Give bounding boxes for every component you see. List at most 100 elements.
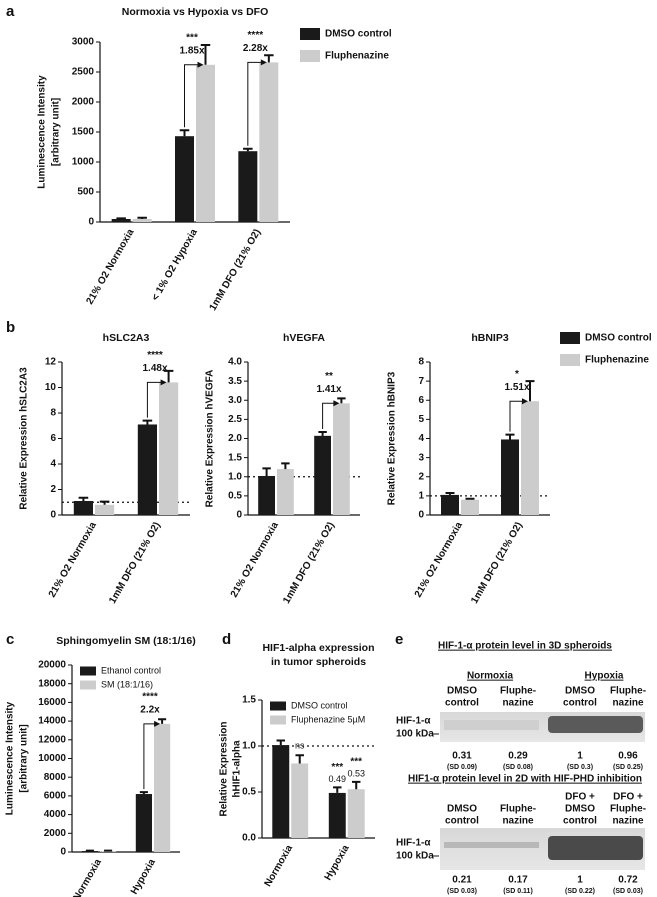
error-bar	[262, 467, 271, 476]
quantity: 0.72	[618, 875, 638, 886]
bar	[111, 219, 131, 222]
bar	[501, 439, 519, 515]
error-bar	[137, 216, 147, 219]
y-tick-label: 8000	[44, 772, 67, 783]
significance-label: ****	[248, 30, 264, 41]
comparison-arrow	[247, 61, 263, 146]
bar	[461, 499, 479, 515]
y-axis-label: [arbitrary unit]	[51, 98, 62, 166]
y-tick-label: 2	[418, 471, 424, 482]
error-bar	[139, 791, 148, 795]
y-tick-label: 0.5	[228, 491, 242, 502]
bar	[95, 504, 115, 515]
x-tick-label: 21% O2 Normoxia	[47, 520, 99, 600]
y-tick-label: 10	[45, 382, 57, 393]
marker-label: HIF-1-α	[396, 838, 431, 849]
x-tick-label: Hypoxia	[323, 843, 352, 883]
panel-letter: b	[6, 319, 15, 336]
error-bar	[465, 497, 475, 500]
y-tick-label: 2	[50, 484, 56, 495]
chart-title: hVEGFA	[283, 332, 325, 344]
legend-swatch	[300, 28, 320, 40]
lane-label: Fluphe-	[500, 804, 536, 815]
error-bar	[163, 369, 174, 383]
y-axis-label: hHIF1-alpha	[232, 740, 243, 798]
bar	[333, 403, 350, 515]
panel-letter: e	[395, 631, 403, 648]
panel-letter: a	[6, 3, 15, 20]
error-bar	[243, 147, 253, 152]
sd-label: (SD 0.22)	[565, 888, 595, 895]
y-tick-label: 8	[50, 408, 56, 419]
y-tick-label: 0	[60, 847, 66, 858]
legend-swatch	[270, 701, 286, 711]
error-bar	[337, 397, 346, 404]
bar	[441, 494, 459, 515]
y-tick-label: 0	[50, 510, 56, 521]
lane-label: control	[445, 698, 479, 709]
error-bar	[264, 54, 274, 63]
marker-label: 100 kDa	[396, 729, 434, 740]
bar	[328, 792, 346, 838]
comparison-arrow	[146, 381, 163, 418]
chart-title: Normoxia vs Hypoxia vs DFO	[122, 6, 268, 18]
y-axis-label: Relative Expression	[219, 721, 230, 816]
bar	[175, 136, 194, 222]
arrow-head	[160, 379, 167, 386]
y-tick-label: 2000	[72, 97, 95, 108]
x-tick-label: Hypoxia	[129, 857, 158, 897]
error-bar	[276, 739, 286, 746]
y-tick-label: 2.5	[228, 414, 242, 425]
lane-label: control	[445, 816, 479, 827]
legend-label: Fluphenazine	[325, 51, 389, 62]
y-tick-label: 3000	[72, 37, 95, 48]
significance-label: ***	[350, 757, 362, 768]
y-axis-label: Relative Expression hBNIP3	[387, 371, 398, 505]
bar	[259, 62, 279, 223]
quantity: 0.29	[508, 751, 528, 762]
comparison-arrow	[322, 402, 336, 429]
chart-title: in tumor spheroids	[271, 656, 366, 668]
bar	[73, 500, 93, 515]
lane-label: DFO +	[613, 792, 643, 803]
legend-swatch	[80, 680, 96, 690]
lane-label: nazine	[612, 816, 644, 827]
y-axis-label: [arbitrary unit]	[19, 724, 30, 792]
y-tick-label: 4	[50, 459, 56, 470]
y-tick-label: 2.0	[228, 433, 242, 444]
error-bar	[333, 786, 342, 793]
bar	[258, 475, 275, 515]
error-bar	[142, 419, 153, 425]
fold-change-label: 1.51x	[504, 382, 529, 393]
y-tick-label: 3	[418, 452, 424, 463]
bar	[238, 151, 258, 222]
y-tick-label: 4.0	[228, 357, 242, 368]
x-tick-label: 21% O2 Normoxia	[413, 520, 465, 600]
legend-swatch	[80, 666, 96, 676]
x-tick-label: 1mM DFO (21% O2)	[107, 520, 163, 605]
bar	[154, 723, 171, 852]
bar	[159, 382, 179, 515]
legend-swatch	[300, 50, 320, 62]
y-tick-label: 2500	[72, 67, 95, 78]
y-tick-label: 16000	[38, 697, 66, 708]
y-tick-label: 0	[418, 510, 424, 521]
x-tick-label: 21% O2 Normoxia	[229, 520, 281, 600]
y-tick-label: 0.0	[242, 833, 256, 844]
legend-label: Ethanol control	[101, 665, 161, 675]
blot-band	[444, 720, 539, 730]
x-tick-label: 1mM DFO (21% O2)	[208, 227, 264, 312]
quantity: 1	[577, 751, 583, 762]
quantity: 1	[577, 875, 583, 886]
error-bar	[318, 430, 327, 436]
y-tick-label: 0.5	[242, 787, 256, 798]
arrow-head	[522, 398, 528, 405]
x-tick-label: Normoxia	[71, 857, 104, 897]
significance-label: *	[515, 369, 519, 380]
y-tick-label: 14000	[38, 716, 66, 727]
error-bar	[116, 217, 126, 220]
y-tick-label: 4	[418, 433, 424, 444]
fold-change-label: 2.28x	[243, 43, 268, 54]
sd-label: (SD 0.08)	[503, 764, 533, 771]
blot-group: Hypoxia	[585, 671, 624, 682]
